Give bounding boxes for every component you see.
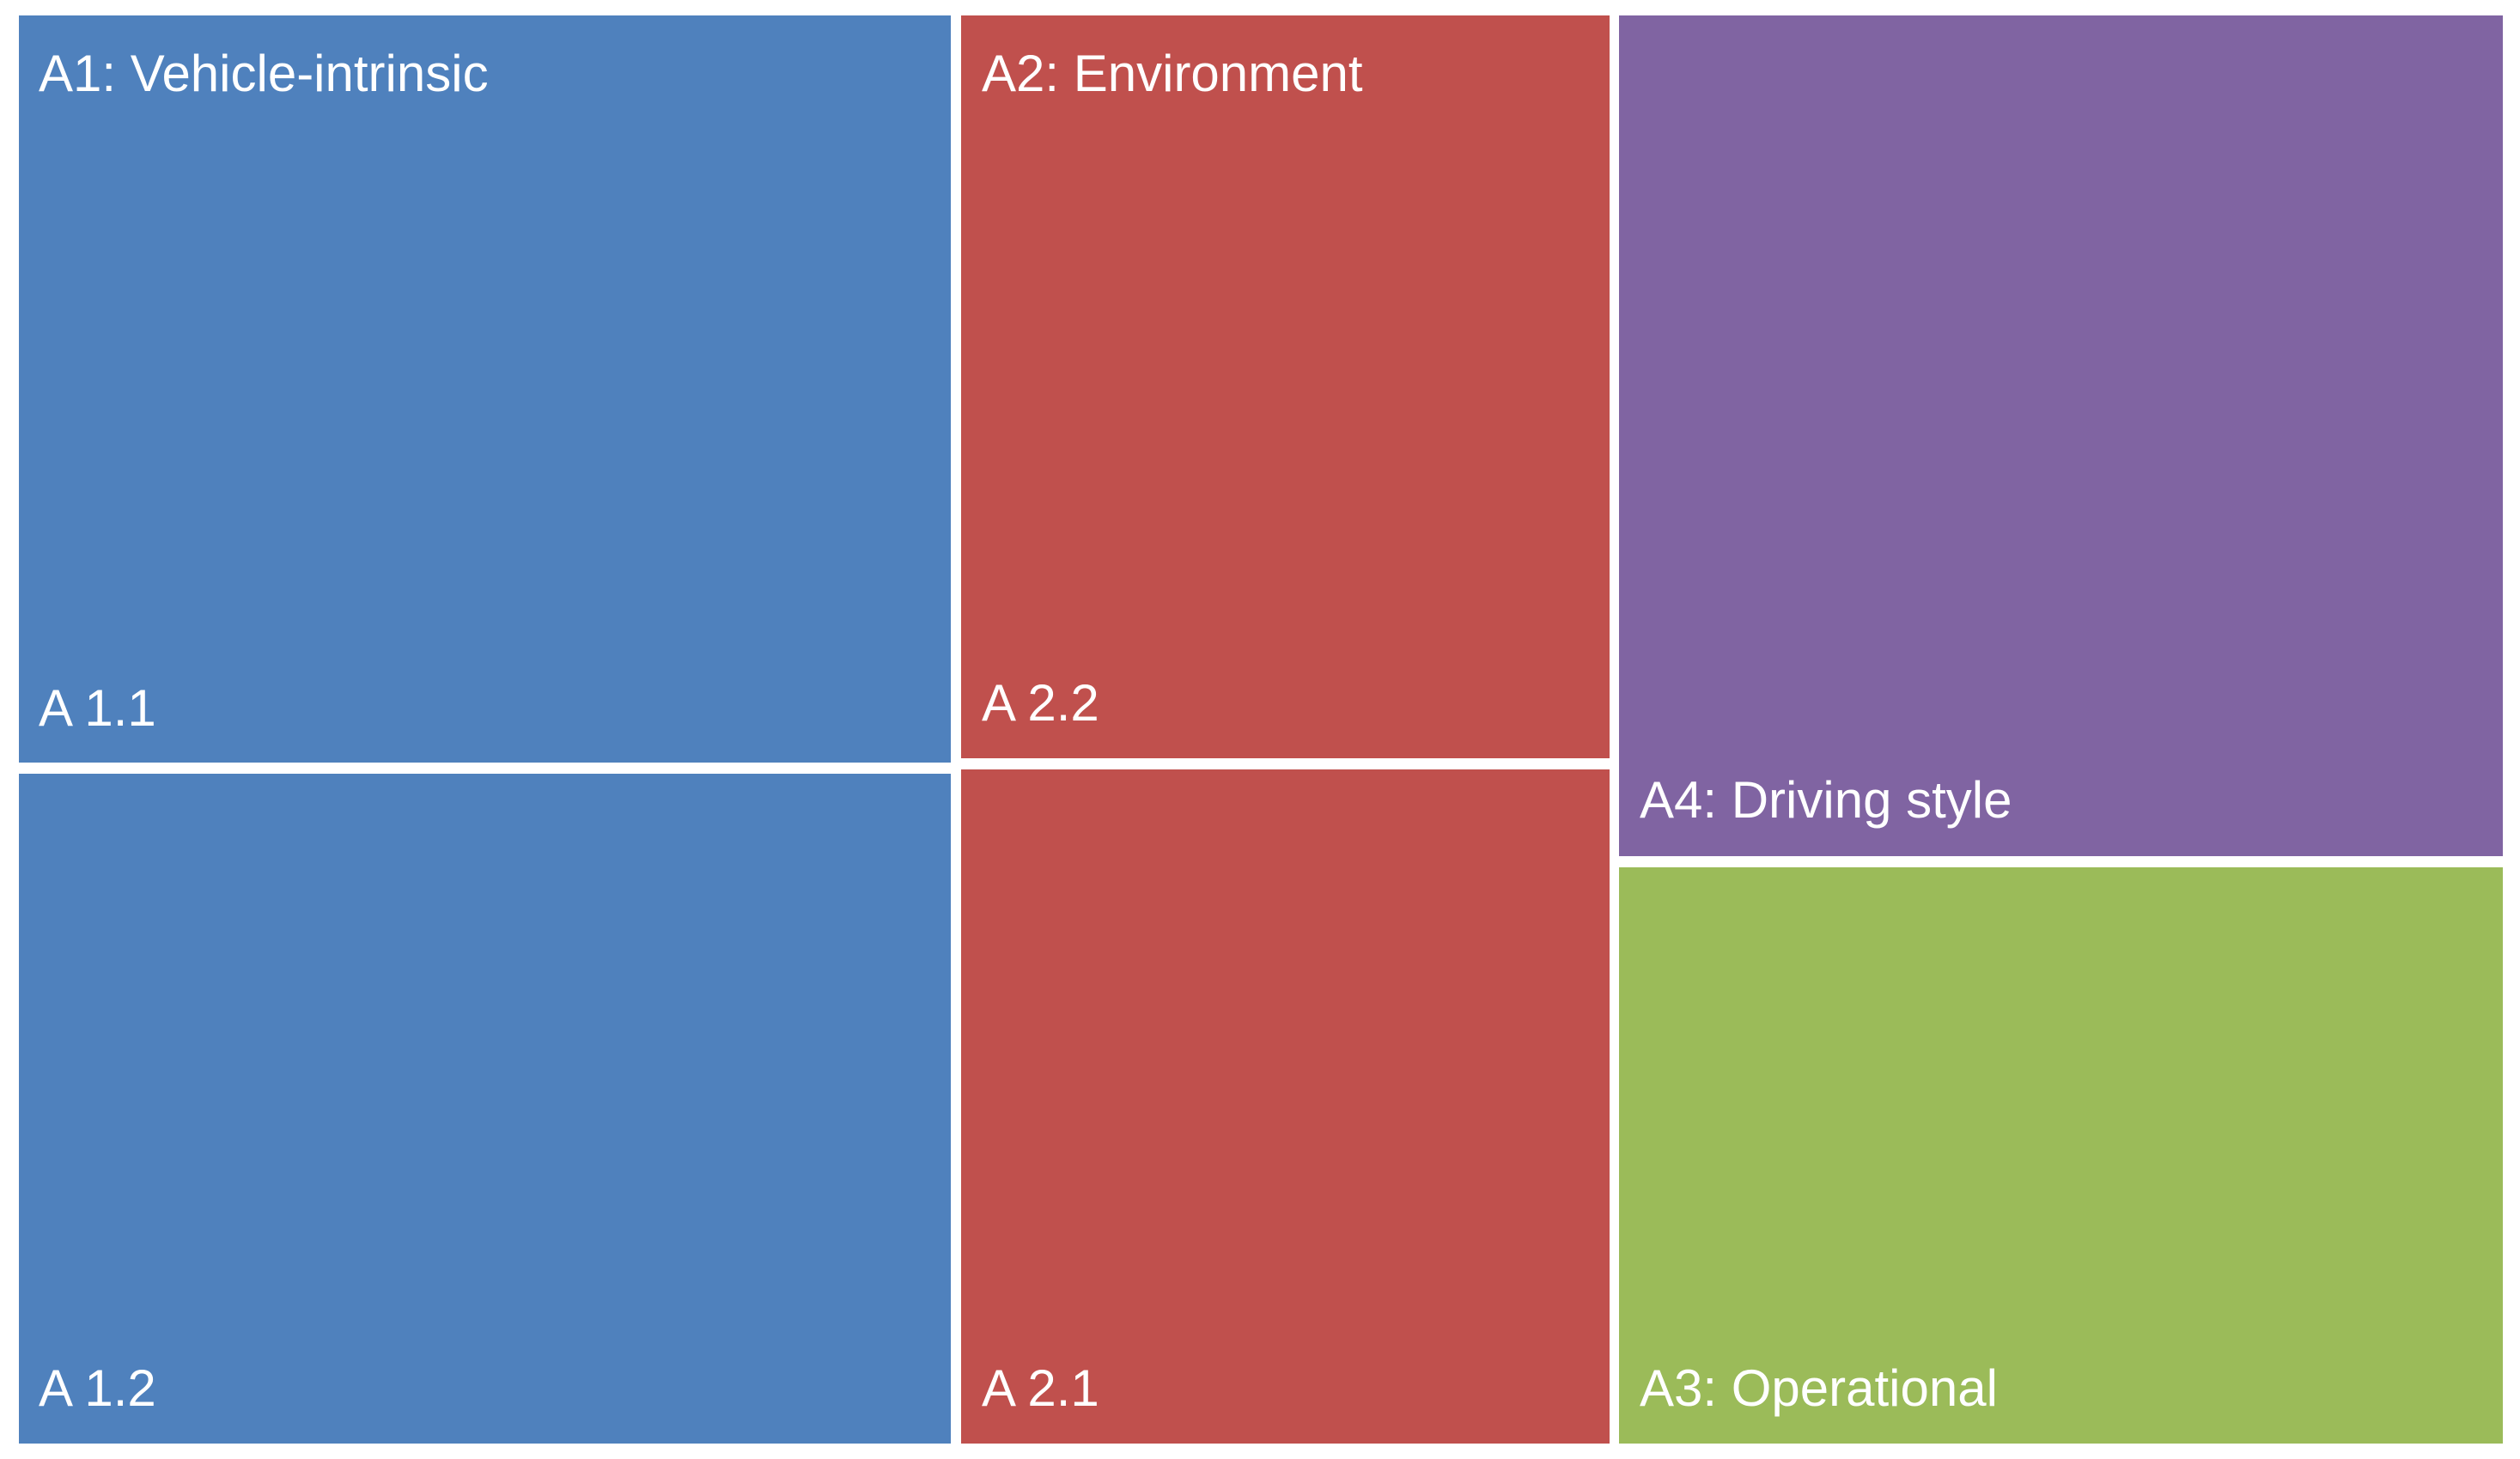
group-label-a2: A2: Environment	[982, 45, 1363, 102]
tile-label-a1-2: A 1.2	[39, 1359, 156, 1417]
tile-label-a2-1: A 2.1	[982, 1359, 1099, 1417]
group-label-a1: A1: Vehicle-intrinsic	[39, 45, 489, 102]
tile-a1-1	[19, 15, 951, 763]
tile-label-a2-2: A 2.2	[982, 674, 1099, 732]
tile-a2-2	[961, 15, 1610, 758]
tile-a2-1	[961, 769, 1610, 1444]
tile-label-a1-1: A 1.1	[39, 679, 156, 737]
tile-a3	[1619, 867, 2503, 1444]
tile-a4	[1619, 15, 2503, 856]
group-label-a4: A4: Driving style	[1640, 771, 2012, 829]
group-label-a3: A3: Operational	[1640, 1359, 1998, 1417]
tile-a1-2	[19, 774, 951, 1444]
